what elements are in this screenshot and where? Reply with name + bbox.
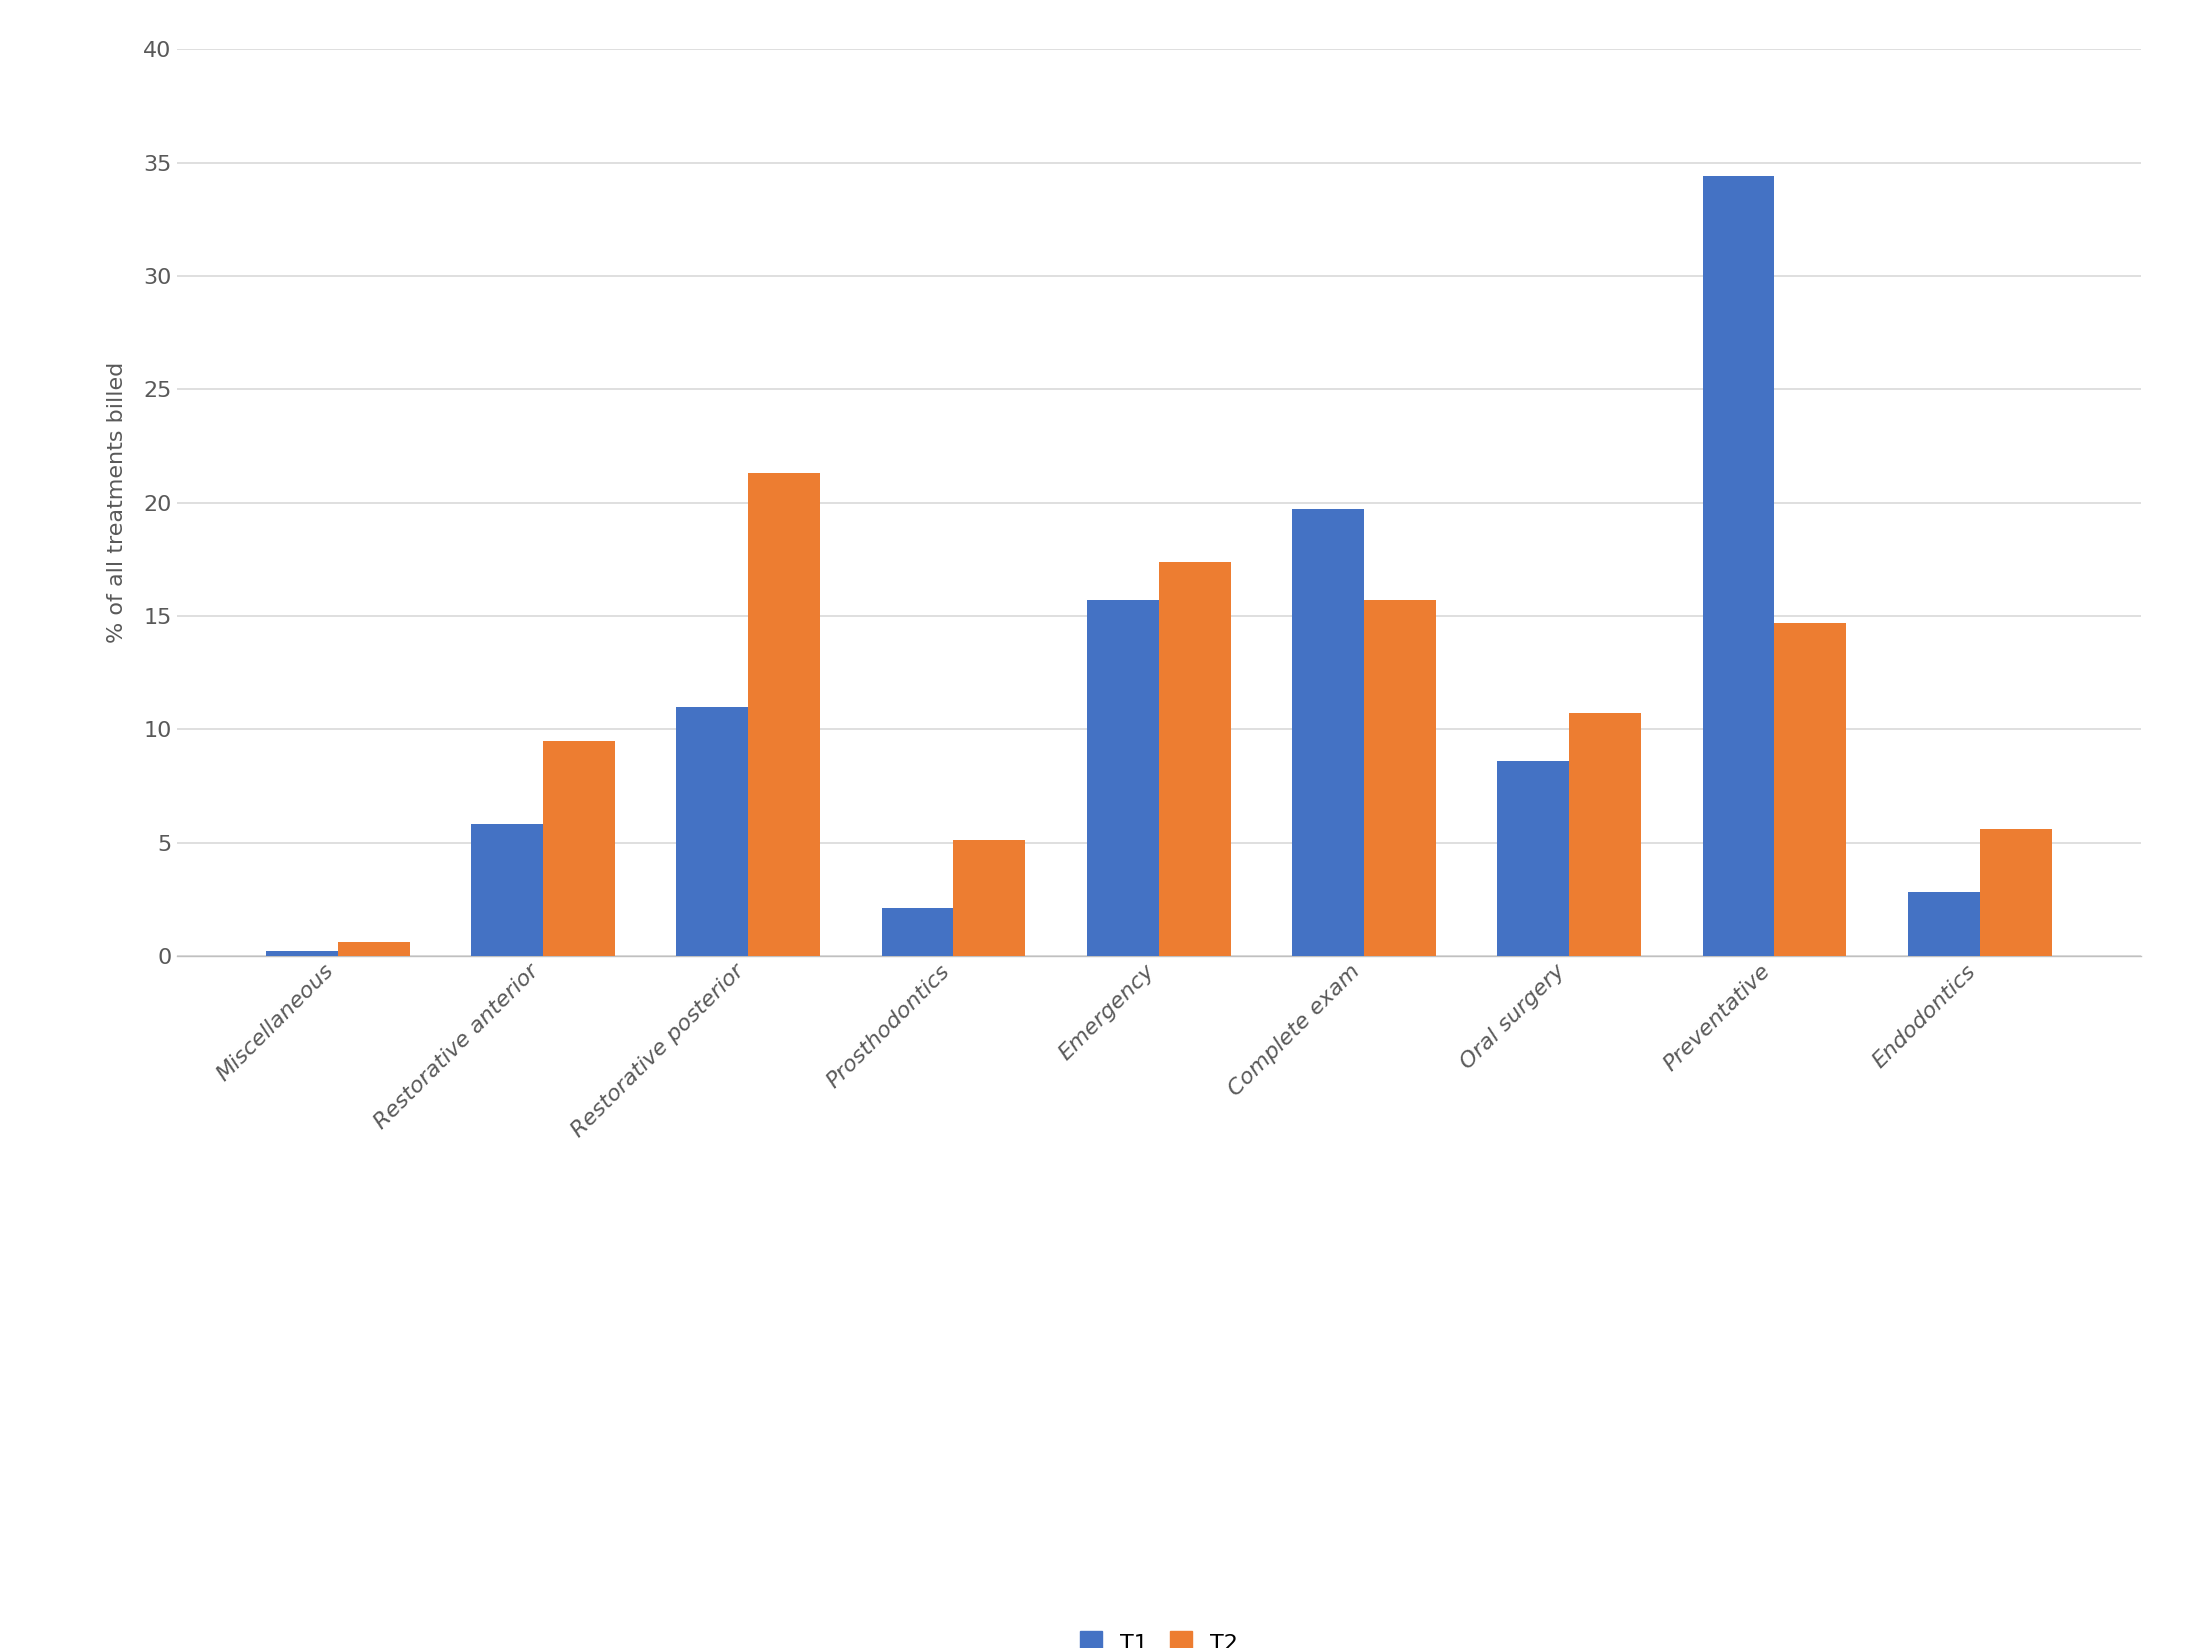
Bar	[1291, 509, 1364, 956]
Bar	[1702, 176, 1774, 956]
Bar	[748, 473, 821, 956]
Bar	[881, 908, 953, 956]
Bar	[1496, 761, 1569, 956]
Bar	[1774, 623, 1847, 956]
Bar	[1086, 600, 1159, 956]
Bar	[543, 740, 616, 956]
Y-axis label: % of all treatments billed: % of all treatments billed	[106, 363, 126, 643]
Bar	[338, 943, 411, 956]
Bar	[1907, 893, 1980, 956]
Bar	[265, 951, 338, 956]
Bar	[1569, 714, 1642, 956]
Bar	[675, 707, 748, 956]
Bar	[1980, 829, 2053, 956]
Bar	[1364, 600, 1437, 956]
Bar	[470, 824, 543, 956]
Bar	[1159, 562, 1232, 956]
Legend: T1, T2: T1, T2	[1068, 1620, 1249, 1648]
Bar	[953, 840, 1026, 956]
